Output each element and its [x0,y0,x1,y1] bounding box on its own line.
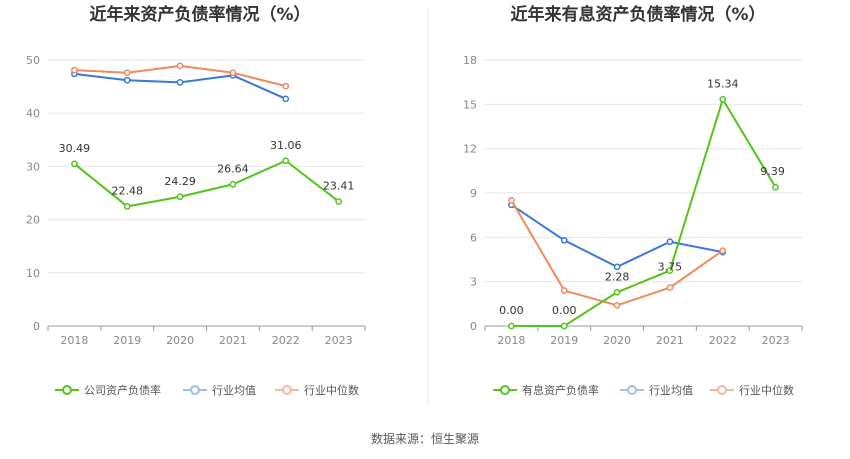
chart1-y-tick-label: 50 [26,54,40,67]
chart1-data-label: 30.49 [59,142,91,155]
chart1-legend-item-2[interactable]: 行业均值 [212,384,256,397]
chart2-data-point [613,301,621,309]
chart2-data-point [613,263,621,271]
chart1-data-point [229,180,237,188]
chart1-title: 近年来资产负债率情况（%） [89,4,310,25]
data-source-label: 数据来源：恒生聚源 [370,432,479,446]
chart1-x-tick-label: 2021 [219,334,247,347]
chart1-data-point [229,69,237,77]
chart1-y-tick-label: 10 [26,267,40,280]
chart2-data-point [613,288,621,296]
chart1-data-label: 26.64 [217,162,249,175]
chart2-series-line-2 [510,203,723,269]
chart2-data-label: 0.00 [499,304,524,317]
chart2-data-label: 9.39 [760,165,785,178]
chart2-x-tick-label: 2021 [656,334,684,347]
chart2-data-point [560,322,568,330]
chart2-legend-marker-dot[interactable] [717,385,727,395]
chart1-legend-marker-dot[interactable] [282,385,292,395]
chart1-data-point [123,76,131,84]
chart2-y-tick-label: 15 [463,98,477,111]
chart1-data-point [176,193,184,201]
chart1-data-label: 31.06 [270,139,302,152]
chart1-data-point [176,62,184,70]
chart1-data-label: 22.48 [112,184,144,197]
chart2-data-point [666,284,674,291]
chart1-y-tick-label: 20 [26,214,40,227]
chart1-data-point [335,198,342,205]
chart2-x-tick-label: 2019 [550,334,578,347]
chart2-legend-marker-dot[interactable] [627,385,637,395]
chart2-y-tick-label: 12 [463,143,477,156]
chart2-y-tick-label: 0 [470,320,477,333]
chart2-legend-item-2[interactable]: 行业均值 [649,384,693,397]
chart1-data-point [123,69,131,77]
chart2-y-tick-label: 9 [470,187,477,200]
chart2-data-point [560,287,568,294]
chart2-legend-item-3[interactable]: 行业中位数 [739,383,794,397]
chart2-title: 近年来有息资产负债率情况（%） [510,4,765,25]
chart2-data-point [719,95,727,103]
chart2-y-tick-label: 18 [463,54,477,67]
chart2-data-label: 3.75 [658,261,683,274]
chart1-x-tick-label: 2019 [113,334,141,347]
chart1-data-point [176,78,184,86]
chart2-x-tick-label: 2023 [762,334,790,347]
chart1-legend-item-1[interactable]: 公司资产负债率 [84,383,161,397]
chart2-data-point [666,267,674,274]
chart2-data-point [560,236,568,244]
chart1-legend-marker-dot[interactable] [190,385,200,395]
chart1-y-tick-label: 30 [26,160,40,173]
chart1-data-point [282,82,290,90]
chart2-data-point [772,183,779,191]
chart2-data-label: 15.34 [707,77,739,90]
chart2-y-tick-label: 3 [470,276,477,289]
chart2-series-line-1 [511,96,777,327]
chart1-x-tick-label: 2022 [272,334,300,347]
chart2-data-point [666,238,674,246]
chart1-series-line-1 [73,159,340,208]
chart1-data-point [123,203,131,210]
chart2-data-point [508,197,515,204]
chart1-x-tick-label: 2023 [325,334,353,347]
chart1-data-label: 23.41 [323,179,355,192]
chart2-x-tick-label: 2018 [497,334,525,347]
chart2-x-tick-label: 2022 [709,334,737,347]
chart2-x-tick-label: 2020 [603,334,631,347]
chart1-legend-marker-dot[interactable] [62,385,72,395]
chart1-data-point [282,157,290,165]
chart1-legend-item-3[interactable]: 行业中位数 [304,383,359,397]
chart1-data-label: 24.29 [164,175,196,188]
chart2-data-point [719,247,727,254]
chart2-y-tick-label: 6 [470,231,477,244]
chart1-data-point [71,160,78,168]
chart1-data-point [282,95,290,103]
chart1-data-point [71,66,78,74]
chart2-legend-item-1[interactable]: 有息资产负债率 [522,383,599,397]
chart1-x-tick-label: 2018 [60,334,88,347]
chart2-data-point [508,322,515,330]
chart1-x-tick-label: 2020 [166,334,194,347]
chart1-y-tick-label: 0 [33,320,40,333]
chart2-data-label: 2.28 [605,270,630,283]
chart2-legend-marker-dot[interactable] [500,385,510,395]
chart1-y-tick-label: 40 [26,107,40,120]
chart2-data-label: 0.00 [552,304,577,317]
